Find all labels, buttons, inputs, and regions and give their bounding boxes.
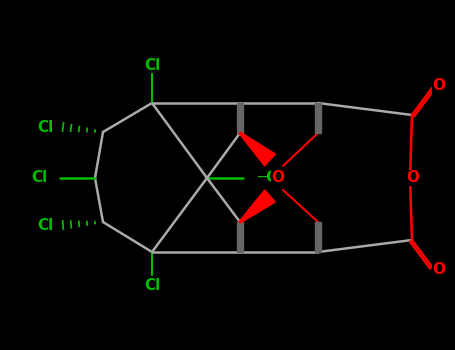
Polygon shape (315, 222, 321, 252)
Polygon shape (239, 132, 275, 166)
Text: Cl: Cl (37, 119, 53, 134)
Text: Cl: Cl (32, 170, 48, 186)
Text: O: O (433, 78, 445, 93)
Polygon shape (239, 190, 275, 223)
Text: O: O (406, 170, 420, 186)
Text: O: O (433, 261, 445, 276)
Polygon shape (237, 103, 243, 133)
Text: Cl: Cl (144, 57, 160, 72)
Polygon shape (315, 103, 321, 133)
Text: Cl: Cl (144, 278, 160, 293)
Text: ─Cl: ─Cl (257, 170, 283, 186)
Polygon shape (237, 222, 243, 252)
Text: O: O (272, 170, 284, 186)
Text: Cl: Cl (37, 217, 53, 232)
